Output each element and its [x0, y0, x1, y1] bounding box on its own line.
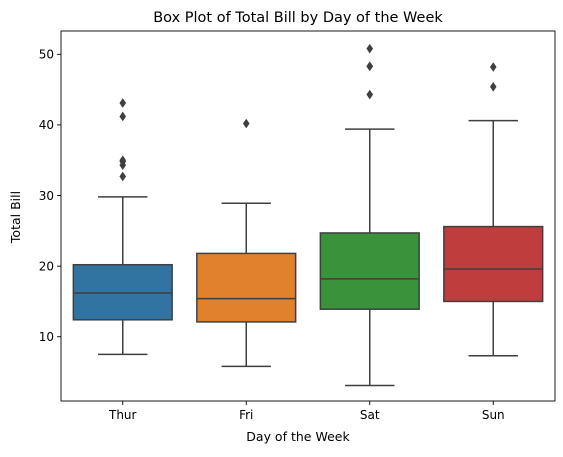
outlier-point: [119, 111, 127, 122]
x-tick-label: Sat: [360, 408, 380, 422]
box-sun: [443, 225, 544, 303]
outlier-point: [119, 98, 127, 108]
box-group-sat: [319, 43, 420, 387]
x-tick-label: Fri: [239, 408, 253, 422]
outlier-point: [242, 118, 250, 129]
y-tick-label: 10: [39, 330, 54, 344]
x-tick-label: Thur: [108, 408, 137, 422]
outlier-point: [366, 89, 374, 100]
box-fri: [196, 252, 297, 323]
outlier-point: [366, 61, 374, 72]
outlier-point: [119, 171, 127, 182]
plot-area: [72, 43, 544, 387]
plot-frame: [60, 30, 556, 402]
y-axis-label: Total Bill: [8, 191, 23, 244]
x-tick-label: Sun: [482, 408, 505, 422]
outlier-point: [366, 43, 374, 54]
box-group-thur: [72, 98, 173, 356]
outlier-point: [119, 155, 127, 166]
y-tick-label: 40: [39, 118, 54, 132]
box-sat: [319, 232, 420, 310]
y-tick-label: 30: [39, 189, 54, 203]
x-axis-label: Day of the Week: [246, 429, 350, 444]
chart-title: Box Plot of Total Bill by Day of the Wee…: [153, 10, 443, 26]
y-tick-label: 20: [39, 259, 54, 273]
axes: 10 20 30 40 50 Thur Fri Sat Sun: [39, 30, 556, 422]
outlier-point: [489, 81, 497, 92]
box-group-sun: [443, 62, 544, 357]
y-tick-label: 50: [39, 48, 54, 62]
outlier-point: [489, 62, 497, 72]
box-group-fri: [196, 118, 297, 368]
